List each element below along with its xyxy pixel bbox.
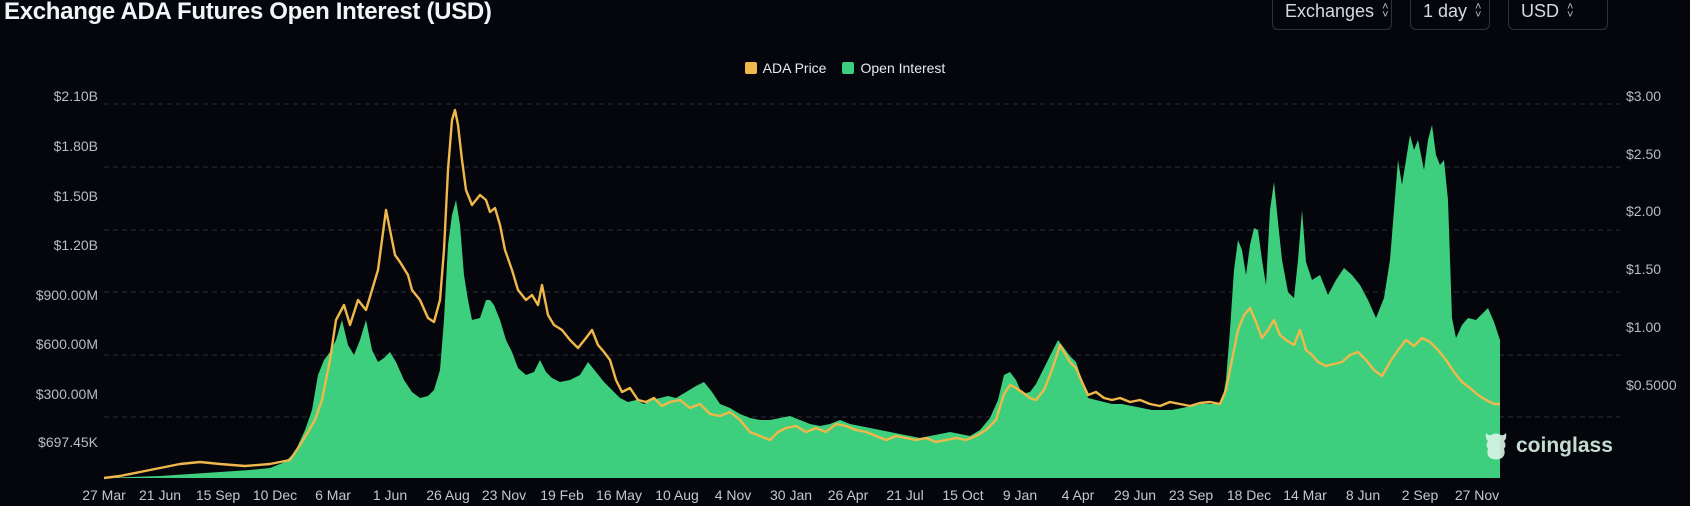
legend-item-open-interest[interactable]: Open Interest [842,60,945,76]
left-axis-tick: $900.00M [35,287,98,303]
coinglass-watermark: coinglass [1482,430,1613,462]
sort-chevrons-icon: ˄ ˅ [1475,1,1482,21]
interval-select-label: 1 day [1423,0,1468,21]
left-axis-tick: $1.80B [53,138,98,154]
right-axis-tick: $0.5000 [1626,377,1677,393]
left-axis-tick: $1.50B [53,188,98,204]
sort-chevrons-icon: ˄ ˅ [1382,1,1389,21]
x-axis-tick: 4 Nov [714,487,752,503]
x-axis-tick: 21 Jul [886,487,924,503]
ada-price-line [103,108,1500,480]
x-axis-tick: 10 Aug [655,487,699,503]
x-axis-tick: 30 Jan [769,487,813,503]
legend-label: Open Interest [860,60,946,76]
currency-select-label: USD [1521,0,1560,21]
x-axis-tick: 27 Nov [1454,487,1500,503]
open-interest-area [104,125,1500,478]
legend-item-ada-price[interactable]: ADA Price [744,60,827,76]
x-axis-tick: 14 Mar [1283,487,1327,503]
right-axis-tick: $3.00 [1626,88,1662,104]
exchanges-select[interactable]: Exchanges ˄ ˅ [1272,0,1392,30]
page-title: Exchange ADA Futures Open Interest (USD) [4,0,492,25]
x-axis-tick: 26 Aug [426,487,470,503]
x-axis-tick: 26 Apr [827,487,869,503]
open-interest-swatch-icon [842,62,855,74]
x-axis-tick: 15 Sep [195,487,241,503]
right-axis-tick: $2.50 [1626,146,1662,162]
x-axis-tick: 21 Jun [138,487,182,503]
x-axis-tick: 23 Nov [481,487,527,503]
x-axis-tick: 8 Jun [1345,487,1381,503]
exchanges-select-label: Exchanges [1285,0,1375,21]
legend-label: ADA Price [762,60,827,76]
left-axis-tick: $697.45K [38,434,98,450]
left-axis-tick: $2.10B [53,88,98,104]
x-axis-tick: 29 Jun [1113,487,1157,503]
x-axis-tick: 6 Mar [315,487,351,503]
x-axis-tick: 9 Jan [1002,487,1038,503]
x-axis-tick: 27 Mar [82,487,126,503]
sort-chevrons-icon: ˄ ˅ [1567,1,1574,21]
chart-legend: ADA Price Open Interest [0,60,1690,76]
watermark-text: coinglass [1516,434,1613,457]
x-axis-tick: 1 Jun [372,487,408,503]
coinglass-logo-icon [1485,433,1507,460]
right-axis-tick: $1.00 [1626,319,1662,335]
ada-price-swatch-icon [744,62,757,74]
right-axis-tick: $1.50 [1626,261,1662,277]
right-axis-tick: $2.00 [1626,203,1662,219]
x-axis-tick: 19 Feb [540,487,584,503]
left-axis-tick: $1.20B [53,237,98,253]
left-axis-tick: $300.00M [35,386,98,402]
x-axis-tick: 18 Dec [1226,487,1272,503]
x-axis-tick: 10 Dec [252,487,298,503]
x-axis-tick: 16 May [596,487,642,503]
x-axis-tick: 2 Sep [1401,487,1439,503]
x-axis-tick: 23 Sep [1168,487,1214,503]
x-axis-tick: 15 Oct [942,487,984,503]
currency-select[interactable]: USD ˄ ˅ [1508,0,1608,30]
interval-select[interactable]: 1 day ˄ ˅ [1410,0,1490,30]
x-axis-tick: 4 Apr [1061,487,1095,503]
left-axis-tick: $600.00M [35,336,98,352]
